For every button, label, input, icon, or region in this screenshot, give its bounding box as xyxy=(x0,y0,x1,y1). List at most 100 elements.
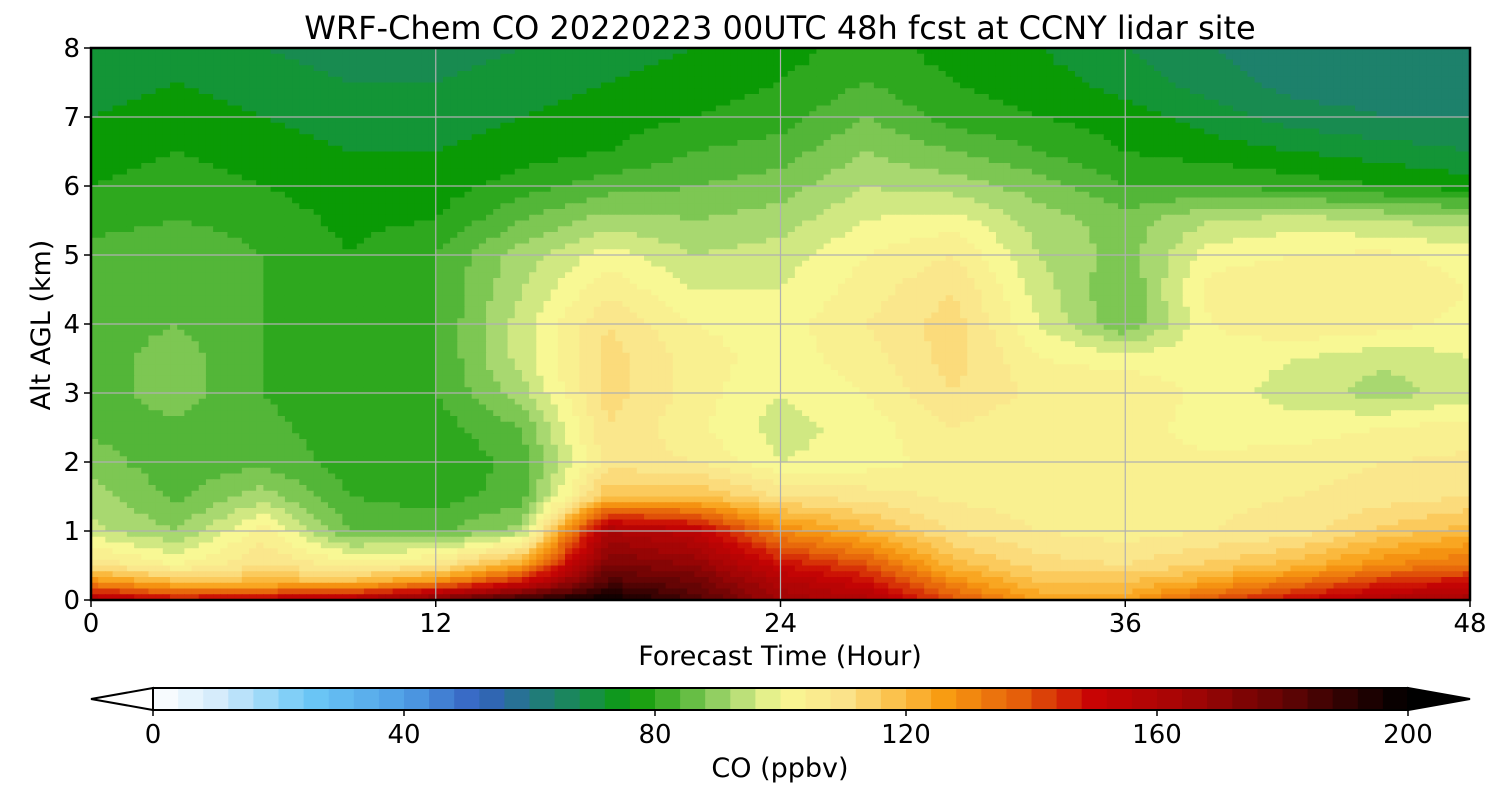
heatmap-cell xyxy=(148,134,157,141)
heatmap-cell xyxy=(859,105,868,112)
heatmap-cell xyxy=(1319,53,1327,61)
heatmap-cell xyxy=(557,53,566,61)
heatmap-cell xyxy=(1053,134,1062,141)
heatmap-cell xyxy=(1390,59,1399,66)
heatmap-cell xyxy=(1448,82,1457,89)
heatmap-cell xyxy=(1110,145,1119,153)
heatmap-cell xyxy=(220,99,229,107)
heatmap-cell xyxy=(744,180,753,187)
heatmap-cell xyxy=(284,53,293,61)
heatmap-cell xyxy=(622,117,631,124)
heatmap-cell xyxy=(1232,145,1241,153)
heatmap-cell xyxy=(737,76,746,84)
heatmap-cell xyxy=(313,157,322,164)
heatmap-cell xyxy=(823,186,832,193)
heatmap-cell xyxy=(263,88,272,95)
heatmap-cell xyxy=(586,71,595,78)
heatmap-cell xyxy=(162,59,171,66)
heatmap-cell xyxy=(629,53,638,61)
heatmap-cell xyxy=(220,128,229,135)
heatmap-cell xyxy=(1390,65,1399,72)
heatmap-cell xyxy=(579,53,588,61)
heatmap-cell xyxy=(816,99,825,107)
heatmap-cell xyxy=(557,99,566,107)
heatmap-cell xyxy=(1419,53,1428,61)
heatmap-cell xyxy=(112,186,121,193)
heatmap-cell xyxy=(256,65,264,72)
heatmap-cell xyxy=(701,117,710,124)
heatmap-cell xyxy=(536,88,545,95)
heatmap-cell xyxy=(371,117,379,124)
heatmap-cell xyxy=(270,53,279,61)
heatmap-cell xyxy=(521,163,530,170)
heatmap-cell xyxy=(751,117,760,124)
heatmap-cell xyxy=(557,59,566,66)
heatmap-cell xyxy=(773,180,782,187)
heatmap-cell xyxy=(213,111,221,118)
heatmap-cell xyxy=(773,151,782,158)
heatmap-cell xyxy=(579,94,588,101)
heatmap-cell xyxy=(1211,105,1220,112)
heatmap-cell xyxy=(1103,174,1112,181)
heatmap-cell xyxy=(1053,99,1062,107)
heatmap-cell xyxy=(873,140,882,147)
heatmap-cell xyxy=(335,53,343,61)
heatmap-cell xyxy=(414,128,422,135)
heatmap-cell xyxy=(679,151,688,158)
heatmap-cell xyxy=(1103,76,1112,84)
heatmap-cell xyxy=(816,71,825,78)
heatmap-cell xyxy=(1455,157,1464,164)
heatmap-cell xyxy=(1304,134,1313,141)
heatmap-cell xyxy=(471,65,480,72)
heatmap-cell xyxy=(744,117,753,124)
heatmap-cell xyxy=(1110,71,1119,78)
heatmap-cell xyxy=(730,145,738,153)
heatmap-cell xyxy=(694,168,703,176)
heatmap-cell xyxy=(809,168,818,176)
heatmap-cell xyxy=(1046,191,1055,199)
heatmap-cell xyxy=(916,76,925,84)
heatmap-cell xyxy=(952,134,961,141)
heatmap-cell xyxy=(1010,168,1019,176)
heatmap-cell xyxy=(924,53,932,61)
heatmap-cell xyxy=(234,122,243,130)
heatmap-cell xyxy=(249,134,257,141)
heatmap-cell xyxy=(514,76,523,84)
heatmap-cell xyxy=(1240,191,1248,199)
heatmap-cell xyxy=(227,151,236,158)
heatmap-cell xyxy=(543,59,552,66)
heatmap-cell xyxy=(356,140,365,147)
heatmap-cell xyxy=(256,122,264,130)
heatmap-cell xyxy=(909,157,918,164)
heatmap-cell xyxy=(328,65,336,72)
heatmap-cell xyxy=(1311,48,1320,55)
heatmap-cell xyxy=(550,88,559,95)
heatmap-cell xyxy=(148,59,157,66)
heatmap-cell xyxy=(1017,145,1026,153)
heatmap-cell xyxy=(1326,59,1335,66)
heatmap-cell xyxy=(493,157,501,164)
heatmap-cell xyxy=(1232,180,1241,187)
heatmap-cell xyxy=(1419,186,1428,193)
heatmap-cell xyxy=(809,48,818,55)
heatmap-cell xyxy=(644,76,652,84)
heatmap-cell xyxy=(1362,122,1371,130)
heatmap-cell xyxy=(816,174,825,181)
heatmap-cell xyxy=(852,174,861,181)
heatmap-cell xyxy=(1039,105,1047,112)
heatmap-cell xyxy=(830,76,839,84)
heatmap-cell xyxy=(622,157,631,164)
heatmap-cell xyxy=(148,145,157,153)
heatmap-cell xyxy=(1462,174,1471,181)
heatmap-cell xyxy=(1024,145,1033,153)
heatmap-cell xyxy=(220,65,229,72)
heatmap-cell xyxy=(1125,53,1134,61)
heatmap-cell xyxy=(213,59,221,66)
heatmap-cell xyxy=(593,134,602,141)
heatmap-cell xyxy=(981,157,990,164)
heatmap-cell xyxy=(536,168,545,176)
heatmap-cell xyxy=(277,99,286,107)
heatmap-cell xyxy=(916,105,925,112)
heatmap-cell xyxy=(521,180,530,187)
heatmap-cell xyxy=(1261,145,1270,153)
